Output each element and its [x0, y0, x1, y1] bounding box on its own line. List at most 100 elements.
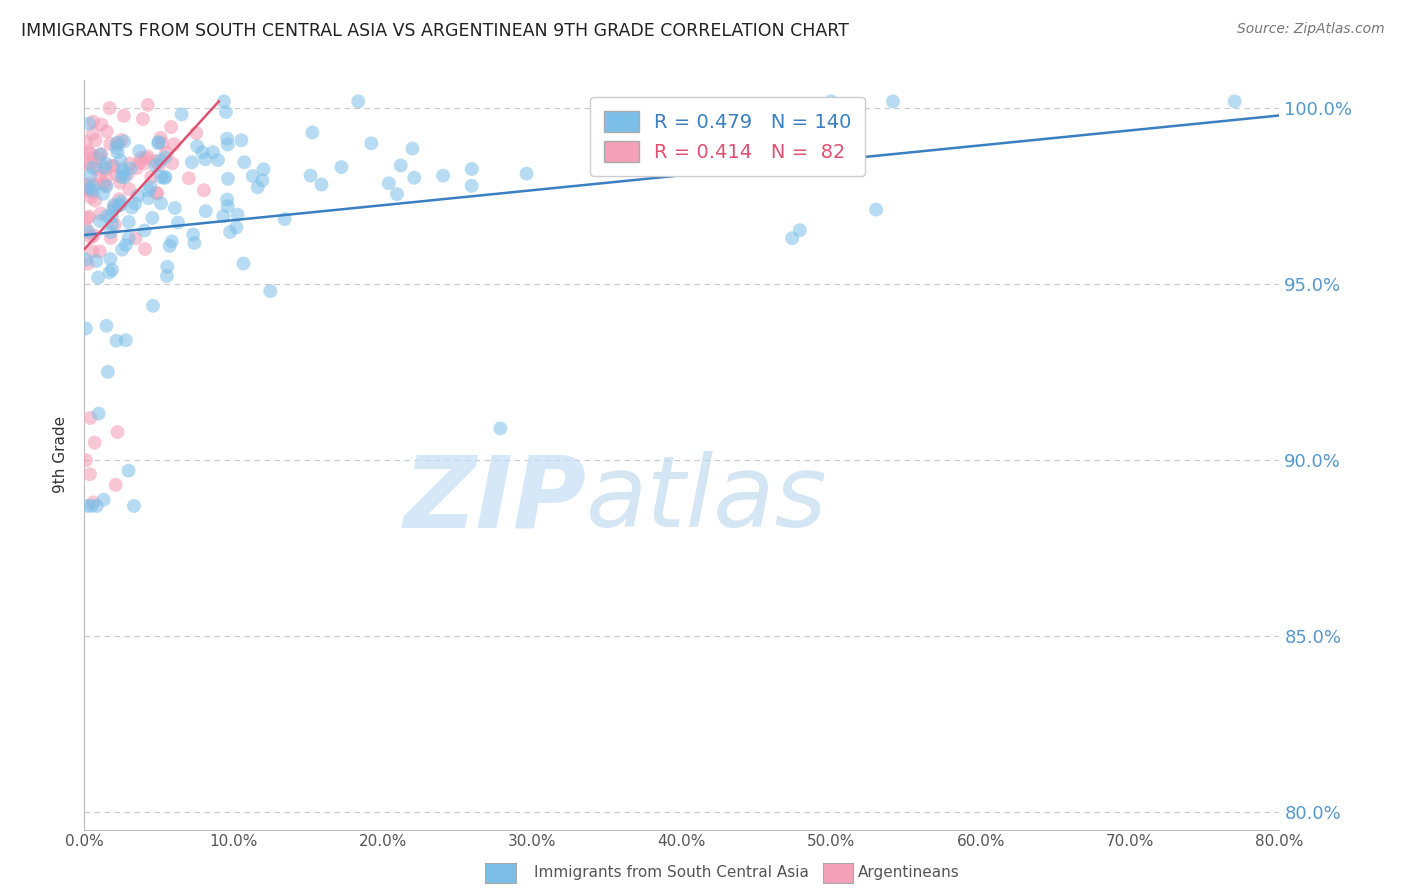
Point — [820, 95, 842, 109]
Point — [89, 147, 111, 161]
Point — [231, 133, 253, 147]
Point — [75, 135, 97, 149]
Point — [120, 161, 142, 176]
Point — [82, 151, 104, 165]
Point — [110, 169, 132, 184]
Point — [86, 499, 108, 513]
Point — [232, 256, 254, 270]
Point — [98, 101, 121, 115]
Point — [90, 118, 112, 132]
Point — [75, 321, 97, 335]
Point — [163, 201, 186, 215]
Point — [110, 198, 132, 212]
Point — [112, 165, 135, 179]
Point — [83, 228, 105, 243]
Point — [145, 159, 167, 173]
Point — [134, 242, 156, 256]
Point — [193, 183, 215, 197]
Point — [385, 187, 408, 202]
Point — [93, 161, 115, 175]
Point — [94, 178, 117, 193]
Point — [177, 171, 200, 186]
Point — [820, 132, 842, 146]
Point — [143, 154, 166, 169]
Point — [115, 238, 138, 252]
Point — [94, 170, 117, 185]
Point — [139, 180, 162, 194]
Point — [89, 169, 111, 183]
Point — [789, 223, 811, 237]
Point — [112, 109, 135, 123]
Point — [378, 176, 401, 190]
Point — [217, 171, 239, 186]
Point — [77, 177, 100, 191]
Point — [150, 136, 173, 151]
Point — [90, 206, 112, 220]
Point — [96, 209, 118, 223]
Point — [145, 186, 167, 200]
Point — [77, 210, 100, 224]
Point — [155, 169, 177, 184]
Point — [76, 211, 98, 225]
Point — [217, 137, 239, 152]
Point — [111, 243, 134, 257]
Point — [311, 178, 333, 192]
Point — [121, 201, 143, 215]
Point — [160, 156, 183, 170]
Point — [180, 155, 202, 169]
Point — [201, 145, 224, 160]
Point — [117, 231, 139, 245]
Point — [191, 145, 214, 160]
Point — [460, 178, 482, 193]
Point — [91, 186, 114, 201]
Point — [84, 133, 107, 147]
Point — [80, 499, 103, 513]
Point — [404, 170, 426, 185]
Point — [242, 169, 264, 183]
Point — [83, 435, 105, 450]
Point — [114, 333, 136, 347]
Point — [831, 113, 853, 128]
Point — [89, 151, 111, 165]
Point — [865, 202, 887, 217]
Point — [97, 365, 120, 379]
Point — [122, 499, 145, 513]
Point — [252, 162, 274, 177]
Point — [194, 204, 217, 219]
Point — [153, 151, 176, 165]
Point — [101, 203, 124, 218]
Point — [87, 270, 110, 285]
Point — [132, 112, 155, 126]
Point — [215, 105, 238, 120]
Point — [75, 252, 97, 267]
Point — [105, 140, 128, 154]
Point — [186, 126, 208, 140]
Point — [80, 230, 103, 244]
Point — [125, 161, 148, 176]
Point — [76, 499, 98, 513]
Point — [111, 162, 134, 177]
Point — [105, 169, 128, 183]
Point — [299, 169, 322, 183]
Text: atlas: atlas — [586, 451, 828, 549]
Point — [108, 192, 131, 206]
Point — [83, 178, 105, 192]
Point — [153, 171, 176, 186]
Point — [432, 169, 454, 183]
Point — [194, 153, 217, 167]
Point — [135, 151, 157, 165]
Point — [108, 199, 131, 213]
Point — [93, 177, 115, 191]
Text: IMMIGRANTS FROM SOUTH CENTRAL ASIA VS ARGENTINEAN 9TH GRADE CORRELATION CHART: IMMIGRANTS FROM SOUTH CENTRAL ASIA VS AR… — [21, 22, 849, 40]
Point — [107, 136, 129, 151]
Point — [82, 244, 104, 259]
Point — [136, 149, 159, 163]
Point — [100, 159, 122, 173]
Point — [389, 159, 412, 173]
Point — [156, 260, 179, 274]
Point — [183, 235, 205, 250]
Point — [149, 153, 172, 168]
Point — [80, 185, 103, 199]
Point — [330, 160, 353, 174]
Point — [79, 411, 101, 425]
